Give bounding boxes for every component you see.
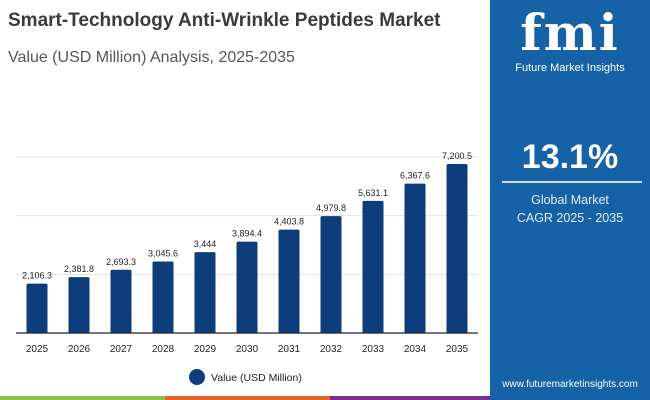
bar-2025 [26,283,48,333]
bar-2029 [194,252,216,333]
logo-mark: fmi [520,3,620,62]
x-tick-2031: 2031 [278,344,301,355]
bar-2030 [236,241,258,333]
chart-subtitle: Value (USD Million) Analysis, 2025-2035 [8,49,295,66]
data-label-2027: 2,693.3 [106,257,136,267]
legend-label: Value (USD Million) [211,372,302,384]
x-tick-2032: 2032 [320,344,343,355]
x-tick-2034: 2034 [404,344,427,355]
x-tick-2033: 2033 [362,344,385,355]
bar-2035 [446,164,468,333]
footer-stripe-purple [330,396,490,400]
bar-2034 [404,183,426,333]
fmi-logo: fmi Future Market Insights [490,3,650,75]
bar-2026 [68,277,90,333]
data-label-2032: 4,979.8 [316,203,346,213]
bar-chart: 2,106.3 2025 2,381.8 2026 2,693.3 2027 3,045.6… [16,151,478,385]
logo-brand: Future Market Insights [515,62,625,74]
legend-marker [189,369,205,385]
data-label-2029: 3,444 [194,239,217,249]
cagr-label: Global Market CAGR 2025 - 2035 [490,191,650,227]
bar-2027 [110,269,132,333]
x-tick-2030: 2030 [236,344,259,355]
data-label-2030: 3,894.4 [232,229,262,239]
bar-2028 [152,261,174,333]
divider [502,181,642,183]
data-label-2035: 7,200.5 [442,151,472,161]
footer-stripe-orange [165,396,330,400]
x-tick-2029: 2029 [194,344,217,355]
website-link[interactable]: www.futuremarketinsights.com [502,379,638,390]
footer-stripe-green [0,396,165,400]
side-panel: fmi Future Market Insights 13.1% Global … [490,0,650,400]
x-tick-2035: 2035 [446,344,469,355]
cagr-label-line1: Global Market [531,193,609,207]
x-tick-2026: 2026 [68,344,91,355]
cagr-value: 13.1% [521,138,619,176]
bar-2033 [362,200,384,333]
bar-2031 [278,229,300,333]
chart-title: Smart-Technology Anti-Wrinkle Peptides M… [8,10,441,31]
x-tick-2025: 2025 [26,344,49,355]
data-label-2031: 4,403.8 [274,217,304,227]
data-label-2028: 3,045.6 [148,249,178,259]
data-label-2025: 2,106.3 [22,271,52,281]
cagr-label-line2: CAGR 2025 - 2035 [516,211,624,225]
data-label-2034: 6,367.6 [400,171,430,181]
data-label-2026: 2,381.8 [64,264,94,274]
bar-2032 [320,216,342,333]
x-tick-2028: 2028 [152,344,175,355]
data-label-2033: 5,631.1 [358,188,388,198]
x-tick-2027: 2027 [110,344,133,355]
